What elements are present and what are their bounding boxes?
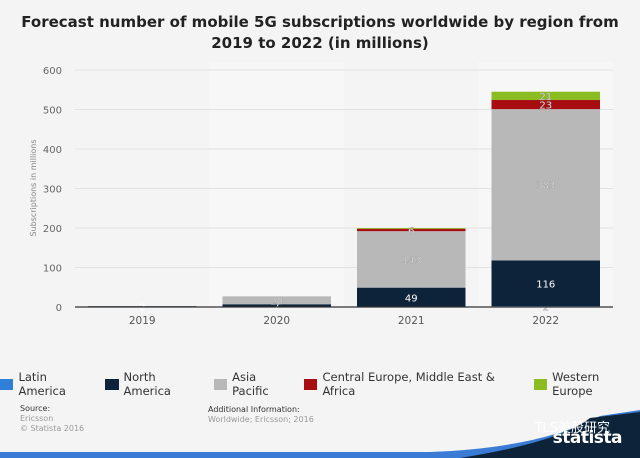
source-value[interactable]: Ericsson [20, 414, 54, 423]
additional-info-value: Worldwide; Ericsson; 2016 [208, 415, 314, 424]
additional-info-label: Additional Information: [208, 405, 300, 414]
y-tick-label: 500 [43, 106, 62, 117]
data-label: 23 [539, 101, 552, 112]
statista-logo[interactable]: statista [552, 428, 623, 448]
additional-info-block: Additional Information: Worldwide; Erics… [208, 405, 314, 425]
x-tick-label: 2021 [398, 315, 425, 327]
category-band [209, 62, 344, 307]
bar-segment[interactable] [491, 109, 601, 261]
chart-title: Forecast number of mobile 5G subscriptio… [21, 13, 619, 52]
data-label: 116 [536, 279, 555, 290]
data-label: 6 [408, 226, 414, 237]
legend-label: Asia Pacific [232, 370, 269, 398]
legend-item[interactable]: Asia Pacific [213, 370, 294, 398]
y-tick-label: 300 [43, 185, 62, 196]
x-tick-label: 2019 [129, 315, 156, 327]
legend-item[interactable]: North America [105, 370, 204, 398]
data-label: 21 [539, 92, 552, 103]
y-tick-label: 100 [43, 264, 62, 275]
category-band [75, 62, 210, 307]
watermark: TLS美股研究 [534, 421, 610, 436]
data-label: 49 [405, 293, 418, 304]
legend-swatch [303, 378, 318, 390]
x-tick-label: 2020 [263, 315, 290, 327]
data-label: 383 [536, 181, 555, 192]
copyright: © Statista 2016 [20, 424, 85, 433]
legend-item[interactable]: Central Europe, Middle East & Africa [303, 370, 524, 398]
bar-segment[interactable] [491, 100, 601, 110]
bar-segment[interactable] [357, 228, 466, 229]
chart-svg: 0 100 200 300 400 500 600 Subscriptions in mill… [29, 62, 613, 327]
data-label: 2 [139, 303, 145, 314]
bar-segment[interactable] [222, 304, 332, 307]
legend-label: Western Europe [552, 370, 600, 398]
x-tick-label: 2022 [532, 315, 559, 327]
data-label: 143 [402, 255, 421, 266]
y-axis-label: Subscriptions in millions [29, 139, 38, 236]
y-tick-label: 200 [43, 224, 62, 235]
brand-banner [0, 410, 640, 458]
bar-segment[interactable] [357, 228, 466, 232]
legend-label: Central Europe, Middle East & Africa [322, 370, 495, 398]
legend-label: North America [123, 370, 171, 398]
legend: Latin America North America Asia Pacific Ce… [0, 370, 640, 398]
data-label: 2 [543, 303, 549, 314]
source-label: Source: [20, 404, 51, 413]
legend-swatch [0, 378, 14, 390]
legend-label: Latin America [18, 370, 66, 398]
legend-swatch [213, 378, 228, 390]
legend-swatch [105, 378, 119, 390]
y-tick-label: 0 [56, 303, 62, 314]
bar-segment[interactable] [357, 287, 466, 307]
bar-segment[interactable] [222, 296, 332, 305]
bar-segment[interactable] [491, 260, 601, 307]
legend-item[interactable]: Latin America [0, 370, 95, 398]
legend-swatch [533, 378, 548, 390]
bar-segment[interactable] [491, 91, 601, 101]
data-label: 20 [270, 296, 283, 307]
legend-item[interactable]: Western Europe [533, 370, 640, 398]
y-tick-label: 400 [43, 145, 62, 156]
source-block: Source: Ericsson © Statista 2016 [20, 404, 84, 434]
y-tick-label: 600 [43, 66, 62, 77]
bar-segment[interactable] [357, 231, 466, 288]
